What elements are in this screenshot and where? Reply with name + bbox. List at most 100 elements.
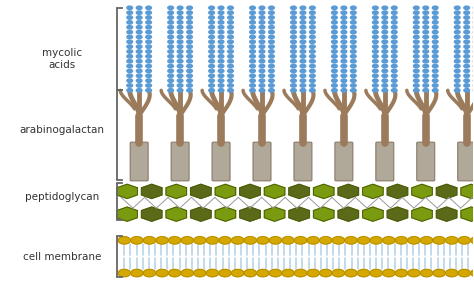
Circle shape	[310, 69, 315, 73]
Circle shape	[332, 6, 337, 9]
Circle shape	[177, 59, 183, 63]
Circle shape	[291, 30, 296, 34]
Circle shape	[350, 59, 356, 63]
Circle shape	[341, 84, 346, 87]
Circle shape	[137, 74, 142, 78]
Circle shape	[146, 35, 152, 39]
Circle shape	[228, 79, 233, 82]
Circle shape	[392, 64, 397, 68]
Circle shape	[168, 16, 173, 19]
Circle shape	[373, 84, 378, 87]
Circle shape	[413, 64, 419, 68]
Circle shape	[187, 16, 192, 19]
Circle shape	[218, 6, 224, 9]
Circle shape	[269, 50, 274, 53]
Circle shape	[310, 21, 315, 24]
Circle shape	[219, 269, 231, 277]
Circle shape	[373, 45, 378, 48]
Circle shape	[250, 30, 255, 34]
Circle shape	[413, 45, 419, 48]
Circle shape	[187, 55, 192, 58]
Polygon shape	[313, 184, 334, 198]
Circle shape	[341, 89, 346, 92]
Circle shape	[250, 69, 255, 73]
Circle shape	[464, 84, 470, 87]
Circle shape	[218, 45, 224, 48]
Circle shape	[209, 64, 214, 68]
Polygon shape	[117, 184, 137, 198]
Circle shape	[187, 6, 192, 9]
Circle shape	[423, 50, 428, 53]
Circle shape	[382, 64, 388, 68]
Circle shape	[464, 25, 470, 29]
Circle shape	[432, 25, 438, 29]
Circle shape	[177, 45, 183, 48]
Circle shape	[392, 74, 397, 78]
Circle shape	[259, 89, 265, 92]
Circle shape	[294, 269, 307, 277]
Circle shape	[455, 30, 460, 34]
Circle shape	[350, 21, 356, 24]
Circle shape	[357, 269, 370, 277]
Circle shape	[341, 11, 346, 14]
Circle shape	[300, 45, 306, 48]
Circle shape	[187, 89, 192, 92]
Circle shape	[187, 64, 192, 68]
Circle shape	[423, 35, 428, 39]
Circle shape	[455, 11, 460, 14]
Circle shape	[392, 21, 397, 24]
Circle shape	[168, 64, 173, 68]
Circle shape	[373, 69, 378, 73]
Circle shape	[291, 89, 296, 92]
Circle shape	[177, 16, 183, 19]
Circle shape	[269, 11, 274, 14]
Circle shape	[177, 40, 183, 43]
Circle shape	[413, 69, 419, 73]
Circle shape	[177, 6, 183, 9]
Circle shape	[146, 84, 152, 87]
Circle shape	[392, 89, 397, 92]
Circle shape	[259, 50, 265, 53]
Circle shape	[187, 21, 192, 24]
Circle shape	[341, 25, 346, 29]
Circle shape	[209, 6, 214, 9]
Circle shape	[464, 35, 470, 39]
Circle shape	[392, 40, 397, 43]
Circle shape	[291, 6, 296, 9]
Circle shape	[383, 237, 395, 244]
Circle shape	[455, 50, 460, 53]
Circle shape	[181, 237, 193, 244]
Circle shape	[146, 6, 152, 9]
Polygon shape	[338, 207, 358, 221]
Circle shape	[332, 237, 345, 244]
Circle shape	[392, 25, 397, 29]
Circle shape	[137, 25, 142, 29]
Circle shape	[250, 79, 255, 82]
Circle shape	[127, 84, 133, 87]
Circle shape	[127, 35, 133, 39]
Circle shape	[206, 269, 219, 277]
Circle shape	[420, 237, 433, 244]
Circle shape	[373, 11, 378, 14]
Circle shape	[291, 21, 296, 24]
Circle shape	[455, 25, 460, 29]
Circle shape	[231, 237, 244, 244]
Circle shape	[156, 237, 168, 244]
Circle shape	[146, 59, 152, 63]
Circle shape	[244, 237, 256, 244]
Circle shape	[413, 55, 419, 58]
Polygon shape	[264, 184, 285, 198]
Circle shape	[177, 30, 183, 34]
Circle shape	[146, 79, 152, 82]
Circle shape	[187, 69, 192, 73]
Circle shape	[310, 50, 315, 53]
Circle shape	[413, 25, 419, 29]
Circle shape	[332, 25, 337, 29]
Circle shape	[300, 30, 306, 34]
Circle shape	[455, 84, 460, 87]
Circle shape	[168, 69, 173, 73]
Circle shape	[332, 69, 337, 73]
Circle shape	[291, 84, 296, 87]
Circle shape	[127, 40, 133, 43]
Circle shape	[455, 40, 460, 43]
